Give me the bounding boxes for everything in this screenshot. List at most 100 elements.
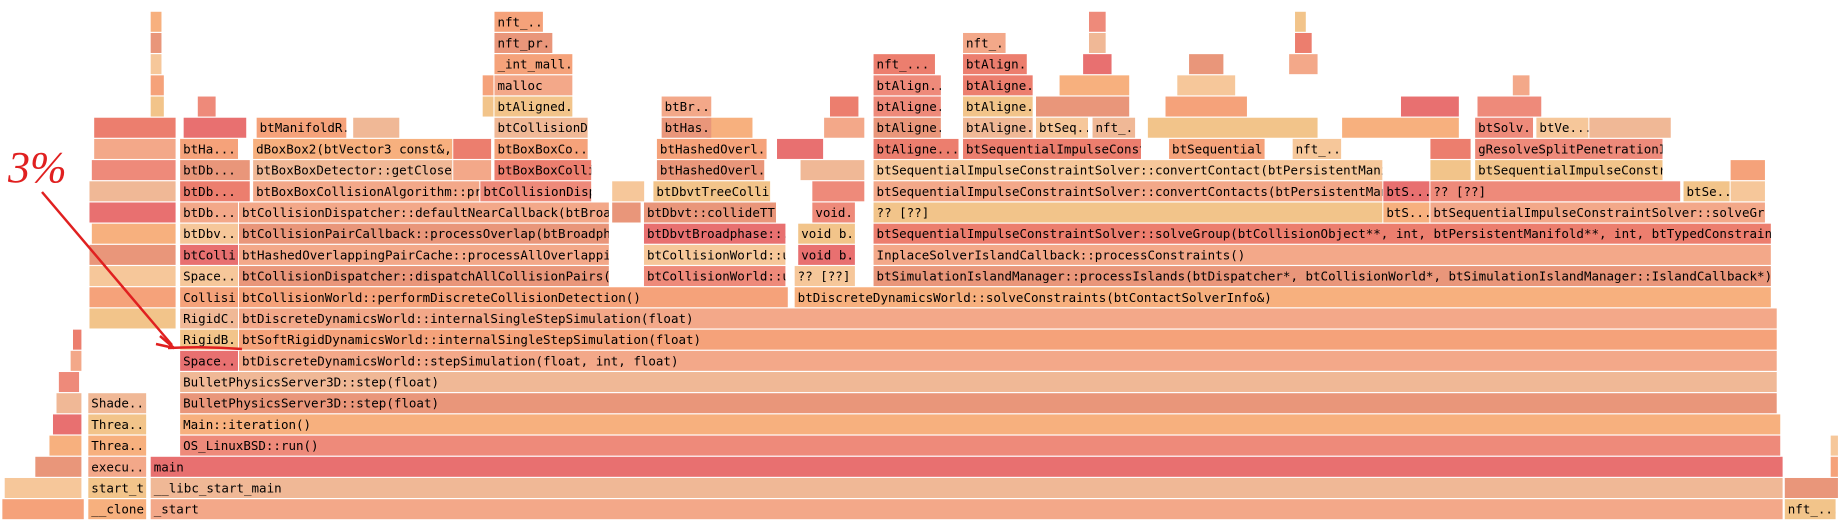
filler-frame <box>1189 54 1224 75</box>
frame <box>256 117 347 138</box>
frame-label: Collisi... <box>183 290 258 305</box>
filler-frame <box>52 414 82 435</box>
frame <box>873 138 959 159</box>
frame-label: btCollisionWorld::performDiscreteCollisi… <box>242 290 641 305</box>
frame <box>88 499 147 520</box>
frame <box>798 244 855 265</box>
frame-label: BulletPhysicsServer3D::step(float) <box>183 396 439 411</box>
frame <box>963 32 1006 53</box>
frame-label: BulletPhysicsServer3D::step(float) <box>183 375 439 390</box>
filler-frame <box>94 117 176 138</box>
frame-label: btBr... <box>665 99 718 114</box>
frame-label: btBoxBoxDetector::getCloses <box>256 163 459 178</box>
frame <box>1169 138 1265 159</box>
frame-label: __clone <box>91 502 144 517</box>
frame-label: dBoxBox2(btVector3 const&,. <box>256 141 459 156</box>
frame <box>963 117 1033 138</box>
frame <box>238 308 1777 329</box>
frame <box>1475 138 1663 159</box>
filler-frame <box>612 202 641 223</box>
filler-frame <box>777 138 824 159</box>
frame-label: Shade... <box>91 396 151 411</box>
frame <box>480 181 592 202</box>
filler-frame <box>1830 456 1838 477</box>
underline <box>167 345 243 351</box>
frame <box>1784 499 1836 520</box>
filler-frame <box>1400 96 1459 117</box>
frame-label: RigidC... <box>183 311 251 326</box>
filler-frame <box>89 202 176 223</box>
frame <box>88 456 147 477</box>
frame-label: btSequentialImpulseConst <box>966 141 1147 156</box>
frame <box>494 117 588 138</box>
frame-label: nft_... <box>966 35 1019 50</box>
frame-label: btAlign... <box>877 78 952 93</box>
filler-frame <box>150 11 162 32</box>
frame <box>873 54 935 75</box>
frame-label: btCollisionD <box>497 120 587 135</box>
frame-label: ?? [??] <box>1433 184 1486 199</box>
frame-label: _start <box>154 502 199 517</box>
frame <box>1383 202 1430 223</box>
frame-label: btSe... <box>1687 184 1740 199</box>
frame <box>238 244 609 265</box>
frame <box>88 435 147 456</box>
filler-frame <box>1295 32 1312 53</box>
frame <box>661 96 712 117</box>
frame-label: btDiscreteDynamicsWorld::internalSingleS… <box>242 311 694 326</box>
frame <box>150 499 1783 520</box>
frame <box>794 287 1771 308</box>
frame-label: main <box>154 459 184 474</box>
frame <box>1430 181 1681 202</box>
frame-label: btHashedOverl... <box>660 163 780 178</box>
filler-frame <box>453 138 492 159</box>
filler-frame <box>49 435 82 456</box>
frame <box>963 138 1141 159</box>
frame <box>873 223 1771 244</box>
frame-label: btAligne... <box>877 99 960 114</box>
frame-label: btCollisionDisp <box>483 184 596 199</box>
frame-label: RigidB... <box>183 332 251 347</box>
frame <box>963 54 1027 75</box>
filler-frame <box>1036 96 1130 117</box>
frame <box>1092 117 1136 138</box>
frame-label: btBoxBoxCollisionAlgorithm::pro <box>256 184 489 199</box>
frame-label: btAligne... <box>877 120 960 135</box>
frame <box>656 160 765 181</box>
frame-label: btDiscreteDynamicsWorld::solveConstraint… <box>798 290 1272 305</box>
frame <box>643 223 786 244</box>
frame <box>180 160 250 181</box>
frame <box>180 435 1781 456</box>
filler-frame <box>35 456 82 477</box>
frame-label: Space... <box>183 269 243 284</box>
frame-label: btSequentialImpulseConstraintSolver::con… <box>877 163 1404 178</box>
filler-frame <box>706 117 753 138</box>
filler-frame <box>1430 160 1471 181</box>
frame-label: btSequentialImpulseConstraintSolver::con… <box>877 184 1404 199</box>
filler-frame <box>1083 54 1112 75</box>
frame-label: nft_... <box>877 57 930 72</box>
filler-frame <box>1088 11 1106 32</box>
filler-frame <box>353 117 400 138</box>
frame <box>238 329 1777 350</box>
frame <box>873 181 1383 202</box>
filler-frame <box>89 244 176 265</box>
frame <box>1430 202 1765 223</box>
frame <box>88 414 147 435</box>
filler-frame <box>824 117 865 138</box>
frame <box>643 244 786 265</box>
frame-label: nft_... <box>497 14 550 29</box>
frame <box>180 393 1777 414</box>
filler-frame <box>1830 435 1838 456</box>
frame <box>150 456 1783 477</box>
frame-label: btAligne... <box>966 99 1049 114</box>
frame-label: btSequentialImpulseConstraintSolver::sol… <box>877 226 1803 241</box>
filler-frame <box>1295 11 1306 32</box>
frame <box>494 138 588 159</box>
filler-frame <box>150 32 162 53</box>
frame-label: btHashedOverl... <box>660 141 780 156</box>
frame-label: nft_... <box>1296 141 1349 156</box>
filler-frame <box>1730 160 1765 181</box>
frame <box>1383 181 1430 202</box>
frame-label: InplaceSolverIslandCallback::processCons… <box>877 247 1246 262</box>
